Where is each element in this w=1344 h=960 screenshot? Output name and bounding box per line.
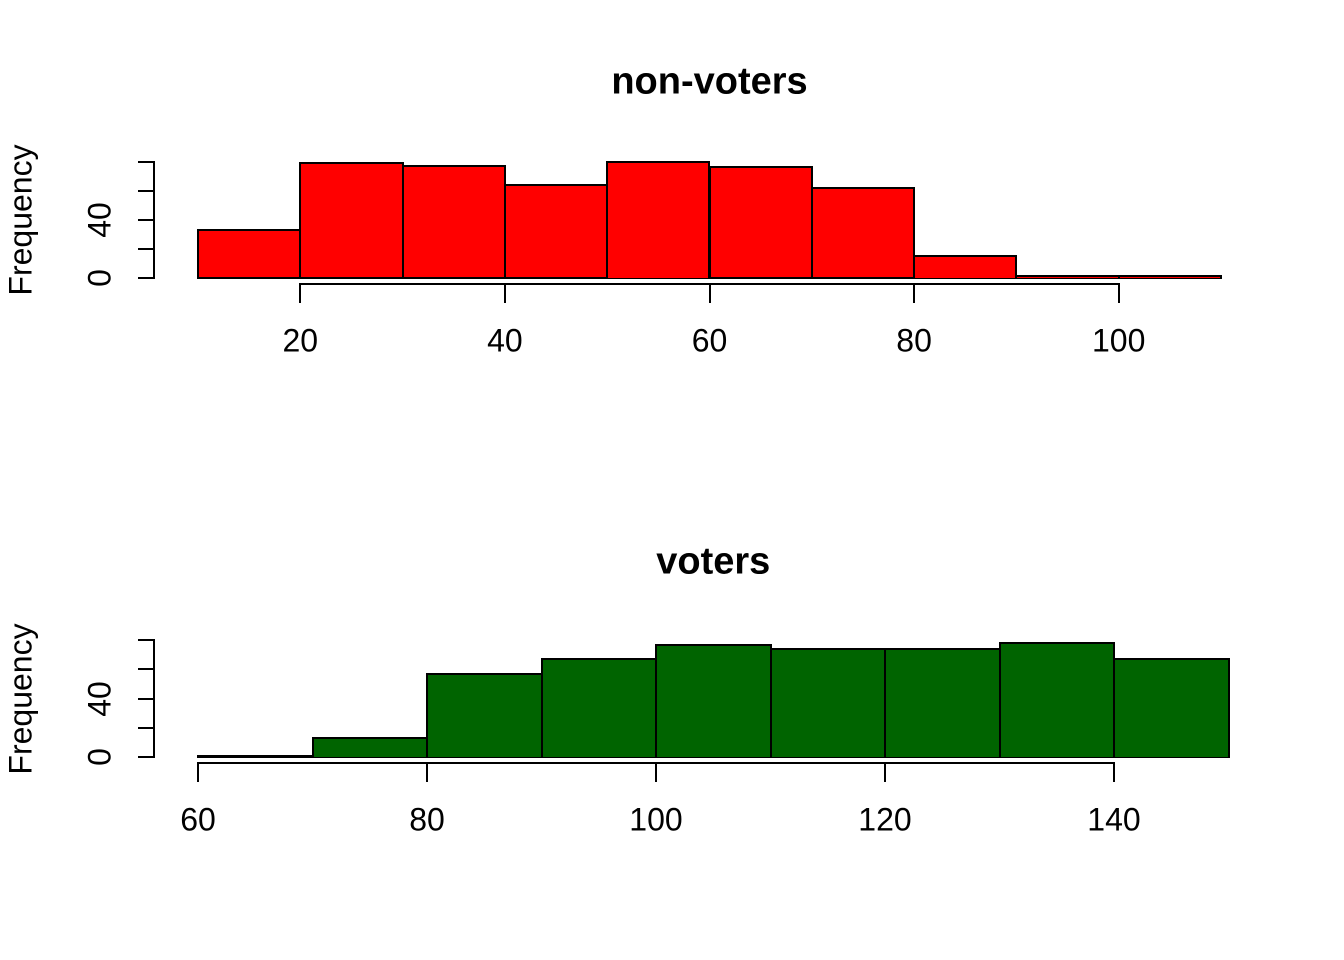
- y-tick: [138, 697, 153, 700]
- y-tick: [138, 668, 153, 671]
- y-tick: [138, 756, 153, 758]
- histogram-bar: [655, 643, 772, 757]
- y-tick: [138, 726, 153, 729]
- x-tick: [503, 282, 506, 303]
- histogram-bar: [426, 672, 543, 757]
- x-tick-label: 80: [896, 322, 932, 359]
- x-tick: [655, 762, 657, 782]
- x-tick: [1113, 762, 1115, 782]
- x-tick-label: 60: [691, 322, 728, 359]
- x-tick: [1117, 282, 1120, 303]
- y-axis-line: [153, 639, 155, 758]
- histogram-baseline: [197, 276, 1222, 279]
- x-tick: [197, 762, 199, 782]
- chart-title: non-voters: [611, 60, 808, 103]
- x-tick-label: 20: [282, 322, 319, 359]
- histogram-bar: [810, 186, 916, 278]
- histogram-bar: [769, 647, 886, 757]
- x-tick-label: 140: [1087, 801, 1141, 838]
- x-tick-label: 100: [629, 801, 683, 838]
- chart-title: voters: [656, 540, 771, 583]
- x-tick-label: 100: [1091, 322, 1146, 359]
- x-tick-label: 60: [180, 801, 216, 838]
- x-tick: [708, 282, 711, 303]
- y-tick: [138, 218, 153, 221]
- histogram-bar: [401, 164, 506, 278]
- y-axis-label: Frequency: [2, 623, 39, 775]
- x-tick-label: 120: [858, 801, 912, 838]
- histogram-bar: [197, 754, 314, 757]
- y-tick: [138, 276, 153, 279]
- x-tick-label: 40: [487, 322, 523, 359]
- histogram-bar: [197, 228, 302, 278]
- histogram-bar: [913, 254, 1018, 278]
- histogram-bar: [606, 160, 711, 278]
- y-tick: [138, 247, 153, 250]
- y-tick: [138, 160, 153, 163]
- x-tick-label: 80: [409, 801, 445, 838]
- y-tick: [138, 639, 153, 642]
- y-tick-label: 40: [81, 680, 118, 717]
- x-tick: [884, 762, 886, 782]
- y-axis-line: [153, 160, 155, 279]
- histogram-baseline: [197, 756, 1230, 758]
- histogram-bar: [884, 647, 1001, 757]
- x-tick: [913, 282, 916, 303]
- x-tick: [426, 762, 428, 782]
- x-tick: [299, 282, 302, 303]
- histogram-bar: [311, 737, 428, 757]
- histogram-bar: [1113, 658, 1230, 757]
- y-tick-label: 0: [81, 748, 118, 766]
- histogram-bar: [1117, 275, 1222, 278]
- histogram-bar: [998, 642, 1115, 757]
- y-tick: [138, 189, 153, 192]
- histogram-bar: [540, 658, 657, 757]
- histogram-bar: [299, 161, 404, 278]
